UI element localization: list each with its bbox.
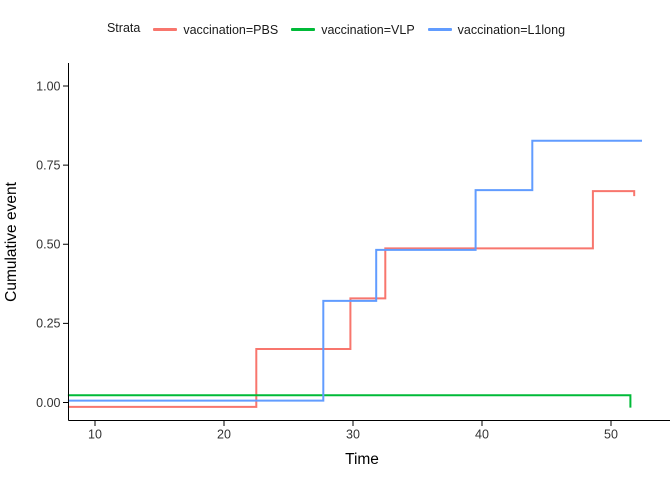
y-tick-label: 0.50 (36, 238, 60, 252)
x-axis-title: Time (345, 451, 379, 468)
legend-item: vaccination=L1long (427, 22, 566, 37)
x-tick-label: 10 (88, 428, 102, 442)
legend-item-label: vaccination=PBS (183, 22, 279, 37)
y-ticks-layer: 0.00 0.25 0.50 0.75 1.00 (36, 79, 69, 410)
legend-item-label: vaccination=VLP (321, 22, 415, 37)
legend-item: vaccination=PBS (153, 23, 278, 37)
x-tick-label: 30 (346, 428, 360, 442)
legend-key-line-icon (291, 28, 316, 31)
axes-layer (68, 63, 670, 421)
legend-items: vaccination=PBS vaccination=VLP vaccinatio… (140, 20, 565, 37)
y-tick-label: 1.00 (36, 79, 60, 93)
legend-key-line-icon (427, 28, 452, 31)
x-tick-label: 20 (217, 428, 231, 442)
legend-key-line-icon (153, 28, 178, 31)
legend-item: vaccination=VLP (291, 22, 415, 37)
x-tick-label: 40 (475, 428, 489, 442)
series-line-l1long (67, 139, 642, 402)
legend-title: Strata (106, 21, 141, 36)
series-line-pbs (67, 190, 636, 408)
y-tick-label: 0.75 (36, 158, 60, 172)
series-line-vlp (67, 394, 632, 408)
y-axis-title: Cumulative event (3, 181, 20, 301)
legend: Strata vaccination=PBS vaccination=VLP vac… (0, 20, 672, 37)
x-ticks-layer: 10 20 30 40 50 (88, 420, 618, 442)
curves-layer (67, 139, 642, 408)
y-tick-label: 0.00 (36, 396, 60, 410)
y-tick-label: 0.25 (36, 317, 60, 331)
legend-item-label: vaccination=L1long (457, 22, 566, 37)
x-tick-label: 50 (604, 428, 618, 442)
